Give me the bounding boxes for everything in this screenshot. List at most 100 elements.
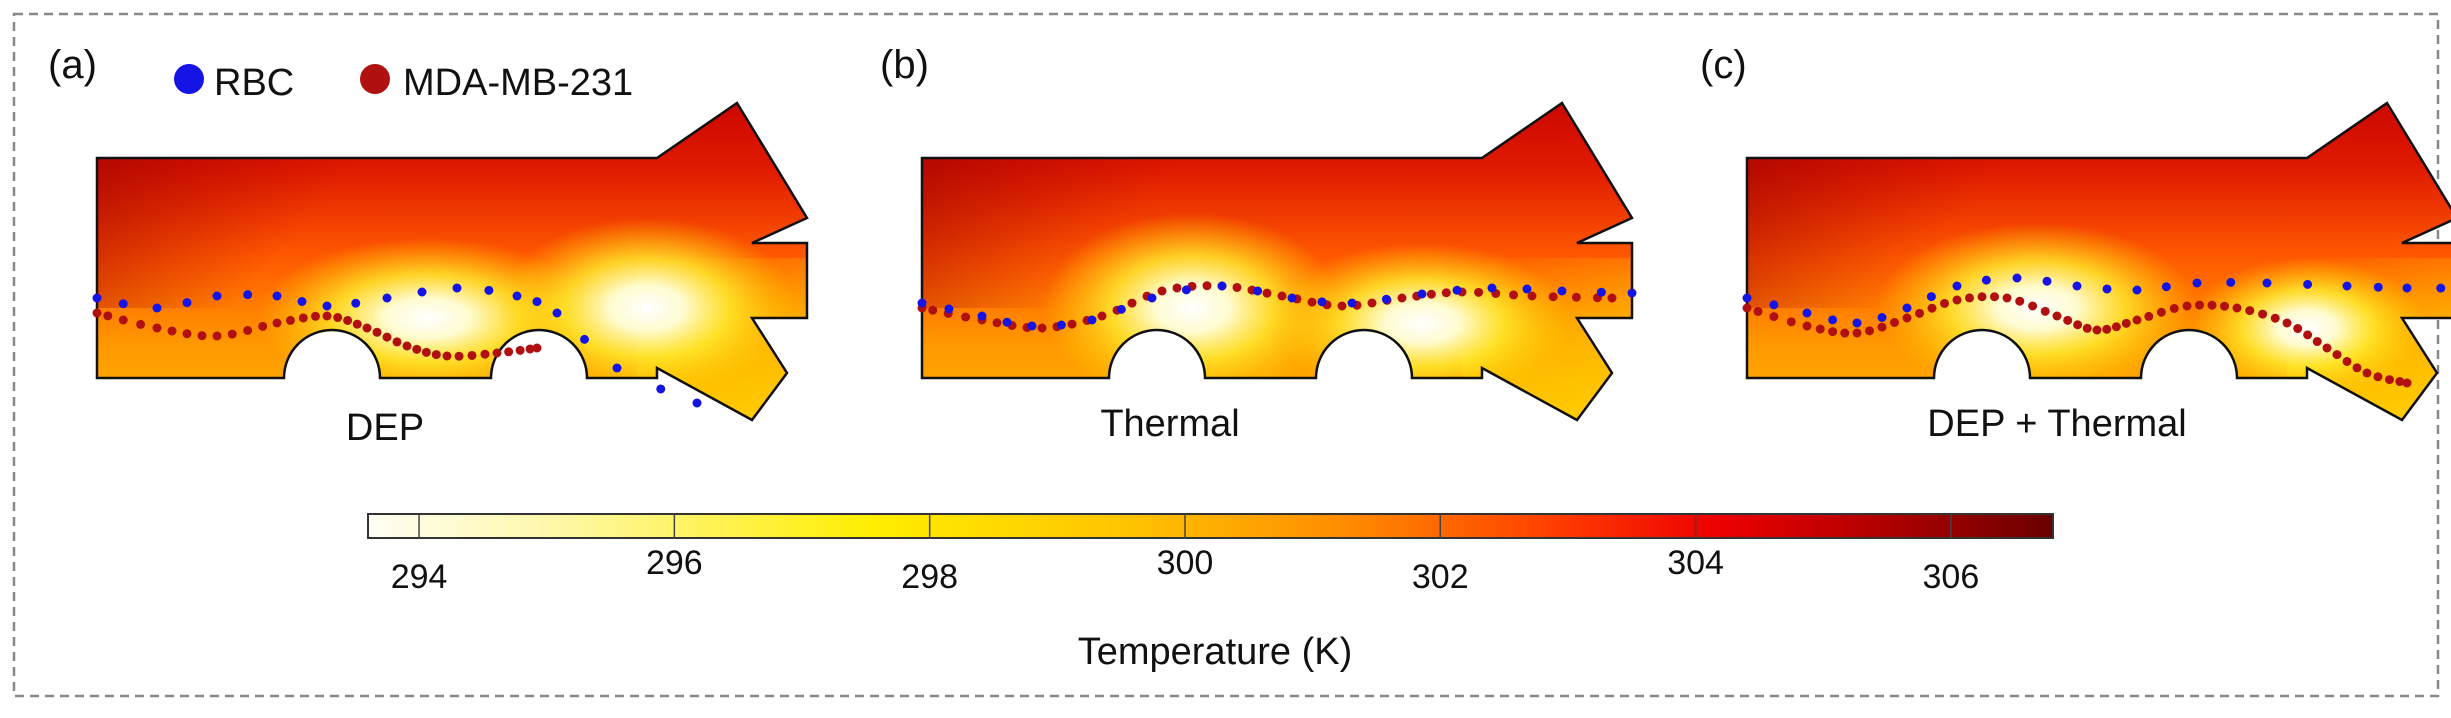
rbc-marker [1828, 315, 1838, 325]
cancer-cell-marker [2195, 300, 2204, 310]
cancer-cell-marker [2169, 303, 2179, 313]
colorbar-tick-label: 306 [1923, 558, 1980, 596]
cancer-cell-marker [1865, 326, 1874, 336]
cancer-cell-marker [1802, 321, 1812, 331]
cancer-cell-marker [2362, 368, 2372, 378]
cancer-cell-marker [992, 318, 1002, 328]
cancer-cell-marker [1571, 292, 1581, 302]
cancer-cell-marker [362, 323, 372, 333]
cancer-cell-marker [2245, 306, 2255, 316]
rbc-marker [1952, 281, 1962, 291]
cancer-cell-marker [136, 319, 146, 329]
rbc-marker [2373, 282, 2383, 292]
cancer-cell-marker [480, 349, 490, 359]
cancer-cell-marker [2332, 350, 2342, 360]
rbc-marker [1116, 304, 1126, 314]
cancer-cell-marker [1157, 286, 1167, 296]
cancer-cell-marker [515, 345, 525, 355]
cancer-cell-marker [2132, 315, 2142, 325]
cancer-cell-marker [1815, 324, 1825, 334]
cancer-cell-marker [1426, 289, 1436, 299]
cancer-cell-marker [2092, 325, 2102, 335]
cancer-cell-marker [1753, 306, 1763, 316]
rbc-marker [692, 398, 702, 408]
cancer-cell-marker [2040, 306, 2050, 316]
cancer-cell-marker [532, 343, 542, 353]
cancer-cell-marker [2028, 301, 2038, 311]
cancer-cell-marker [310, 311, 320, 321]
cancer-cell-marker [2144, 311, 2154, 321]
colorbar-tick-label: 296 [646, 544, 703, 582]
cancer-cell-marker [1952, 295, 1962, 305]
panel-c-caption: DEP + Thermal [1927, 403, 2186, 445]
rbc-marker [182, 298, 192, 308]
rbc-marker [1487, 283, 1497, 293]
rbc-marker [1381, 294, 1391, 304]
legend-rbc-label: RBC [214, 62, 294, 104]
cancer-cell-marker [322, 311, 332, 321]
colorbar-title: Temperature (K) [1078, 631, 1353, 673]
cancer-cell-marker [1786, 317, 1796, 327]
rbc-marker [1287, 293, 1297, 303]
cancer-cell-marker [1067, 319, 1077, 329]
cancer-cell-marker [1915, 308, 1924, 318]
panel-b-channel-outline [920, 101, 1634, 422]
cancer-cell-marker [1852, 328, 1862, 338]
rbc-marker [2342, 281, 2352, 291]
cancer-cell-marker [343, 315, 353, 325]
rbc-marker [1902, 303, 1912, 313]
rbc-marker [382, 293, 392, 303]
rbc-marker [1147, 293, 1157, 303]
panel-c-tag: (c) [1700, 43, 1747, 87]
rbc-marker [1087, 315, 1097, 325]
cancer-cell-marker [1977, 292, 1987, 302]
cancer-cell-marker [2002, 293, 2012, 303]
rbc-marker [1627, 288, 1637, 298]
legend-rbc-marker [174, 64, 204, 94]
rbc-marker [1417, 289, 1427, 299]
cancer-cell-marker [2102, 324, 2112, 334]
cancer-cell-marker [2156, 307, 2166, 317]
colorbar-tick-label: 298 [901, 558, 958, 596]
rbc-marker [1002, 317, 1012, 327]
cancer-cell-marker [1769, 312, 1779, 322]
rbc-marker [977, 311, 987, 321]
cancer-cell-marker [2293, 324, 2303, 334]
cancer-cell-marker [442, 351, 452, 361]
cancer-cell-marker [431, 350, 441, 360]
cancer-cell-marker [1940, 298, 1949, 308]
rbc-marker [2102, 284, 2112, 294]
cancer-cell-marker [103, 311, 113, 321]
rbc-marker [1522, 284, 1532, 294]
cancer-cell-marker [1927, 303, 1937, 313]
colorbar-tick-label: 294 [391, 558, 448, 596]
cancer-cell-marker [272, 318, 282, 328]
cancer-cell-marker [961, 312, 971, 322]
cancer-cell-marker [2073, 320, 2083, 330]
cancer-cell-marker [382, 332, 392, 342]
colorbar: 294 296 298 300 302 304 306 Temperature (K) [367, 513, 2054, 673]
rbc-marker [1056, 320, 1066, 330]
cancer-cell-marker [1367, 298, 1377, 308]
panel-b-caption: Thermal [1100, 403, 1239, 445]
cancer-cell-marker [2270, 313, 2280, 323]
rbc-marker [656, 384, 666, 394]
rbc-marker [1253, 286, 1263, 296]
cancer-cell-marker [1990, 292, 1999, 302]
cancer-cell-marker [2395, 377, 2405, 387]
cancer-cell-marker [2352, 363, 2362, 373]
cancer-cell-marker [167, 326, 177, 336]
cancer-cell-marker [1337, 301, 1347, 311]
cancer-cell-marker [2207, 300, 2217, 310]
panel-a-channel-outline [95, 101, 809, 422]
panel-c [1742, 101, 2451, 422]
rbc-marker [2436, 283, 2446, 293]
cancer-cell-marker [2385, 375, 2394, 385]
cancer-cell-marker [1840, 328, 1850, 338]
cancer-cell-marker [1902, 313, 1912, 323]
rbc-marker [1452, 285, 1462, 295]
cancer-cell-marker [2312, 337, 2322, 347]
rbc-marker [2402, 283, 2412, 293]
cancer-cell-marker [2303, 330, 2313, 340]
cancer-cell-marker [2082, 323, 2092, 333]
